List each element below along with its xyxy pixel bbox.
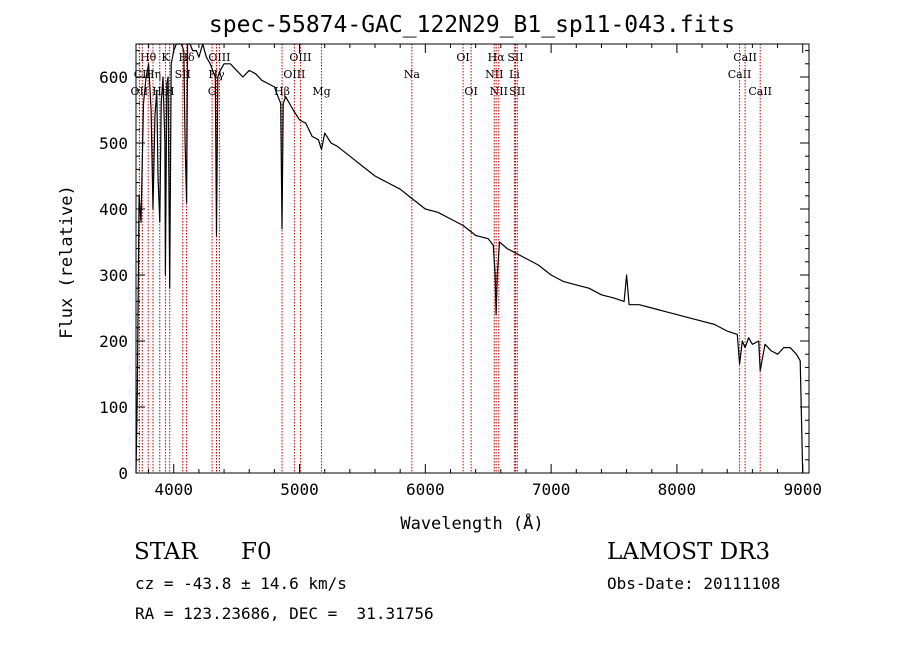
x-tick-label: 8000 <box>658 480 697 499</box>
coordinates: RA = 123.23686, DEC = 31.31756 <box>135 604 434 623</box>
line-marker-label: CaII <box>733 51 757 64</box>
y-tick-label: 100 <box>99 398 128 417</box>
line-marker-label: Li <box>509 68 520 81</box>
y-tick-label: 0 <box>118 464 128 483</box>
line-marker-label: OIII <box>283 68 305 81</box>
line-marker-label: OIII <box>289 51 311 64</box>
y-tick-label: 600 <box>99 68 128 87</box>
line-marker-label: CaII <box>748 85 772 98</box>
line-marker-label: OI <box>456 51 469 64</box>
object-type: STAR <box>134 539 198 565</box>
x-tick-label: 7000 <box>532 480 571 499</box>
chart-title: spec-55874-GAC_122N29_B1_sp11-043.fits <box>209 12 735 38</box>
line-marker-label: Hγ <box>208 68 225 81</box>
spectrum-line <box>135 43 804 474</box>
line-marker-label: K <box>161 51 170 64</box>
plot-frame <box>135 43 810 474</box>
y-tick-label: 500 <box>99 134 128 153</box>
y-tick-label: 300 <box>99 266 128 285</box>
line-marker-label: H <box>165 85 175 98</box>
line-marker-label: Na <box>404 68 421 81</box>
line-markers: HθCIIOIIHηHεKHHδSIIGOIIIHγHβOIIIOIIIMgNa… <box>131 44 772 473</box>
line-marker-label: Hδ <box>178 51 195 64</box>
line-marker-label: CaII <box>728 68 752 81</box>
line-marker-label: NII <box>490 85 508 98</box>
line-marker-label: OIII <box>208 51 230 64</box>
line-marker-label: NII <box>485 68 503 81</box>
y-tick-label: 400 <box>99 200 128 219</box>
velocity-readout: cz = -43.8 ± 14.6 km/s <box>135 574 347 593</box>
y-axis-label: Flux (relative) <box>57 185 77 339</box>
x-tick-label: 9000 <box>783 480 822 499</box>
line-marker-label: Hα <box>488 51 506 64</box>
line-marker-label: G <box>208 85 217 98</box>
line-marker-label: Mg <box>312 85 330 98</box>
subclass: F0 <box>241 539 272 565</box>
line-marker-label: SII <box>175 68 191 81</box>
x-tick-label: 6000 <box>406 480 445 499</box>
y-tick-label: 200 <box>99 332 128 351</box>
obs-date: Obs-Date: 20111108 <box>607 574 781 593</box>
survey-name: LAMOST DR3 <box>607 539 771 565</box>
line-marker-label: OI <box>464 85 477 98</box>
x-axis-label: Wavelength (Å) <box>400 512 543 534</box>
line-marker-label: SII <box>507 51 523 64</box>
x-tick-label: 5000 <box>280 480 319 499</box>
line-marker-label: SII <box>509 85 525 98</box>
axis-ticks: 4000 5000 6000 7000 8000 9000 0 100 200 300 400 500… <box>99 44 822 499</box>
x-tick-label: 4000 <box>154 480 193 499</box>
line-marker-label: Hβ <box>274 85 290 98</box>
